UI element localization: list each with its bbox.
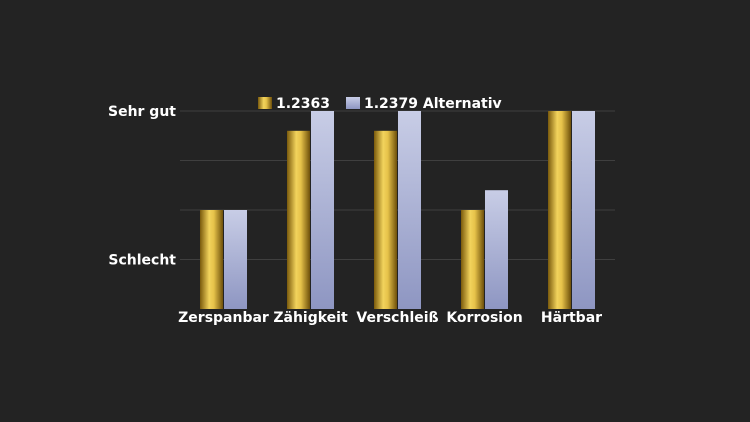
gridlines (180, 110, 615, 260)
x-tick-label: Härtbar (541, 310, 602, 326)
y-tick-label: Sehr gut (108, 104, 176, 120)
bar-1.2363-zerspanbar (200, 210, 223, 309)
legend-label-1.2363: 1.2363 (276, 96, 330, 112)
bar-1.2379-alternativ-korrosion (485, 190, 508, 309)
bar-1.2379-alternativ-verschleiß (398, 111, 421, 309)
bar-1.2363-korrosion (461, 210, 484, 309)
y-axis-ticks: Schlecht Sehr gut (108, 104, 176, 269)
bar-1.2379-alternativ-zerspanbar (224, 210, 247, 309)
legend: 1.2363 1.2379 Alternativ (258, 96, 502, 112)
x-tick-label: Korrosion (446, 310, 522, 326)
legend-swatch-1.2379-alternativ (346, 97, 360, 109)
bar-1.2363-verschleiß (374, 130, 397, 309)
x-tick-label: Verschleiß (356, 310, 438, 326)
bar-1.2363-zähigkeit (287, 130, 310, 309)
bar-1.2379-alternativ-zähigkeit (311, 111, 334, 309)
x-tick-label: Zerspanbar (178, 310, 269, 326)
y-tick-label: Schlecht (108, 253, 176, 269)
x-axis-ticks: Zerspanbar Zähigkeit Verschleiß Korrosion Hä… (178, 310, 602, 326)
legend-label-1.2379-alternativ: 1.2379 Alternativ (364, 96, 502, 112)
x-tick-label: Zähigkeit (273, 310, 348, 326)
bar-1.2379-alternativ-härtbar (572, 111, 595, 309)
bar-1.2363-härtbar (548, 111, 571, 309)
legend-swatch-1.2363 (258, 97, 272, 109)
bars (200, 111, 595, 309)
